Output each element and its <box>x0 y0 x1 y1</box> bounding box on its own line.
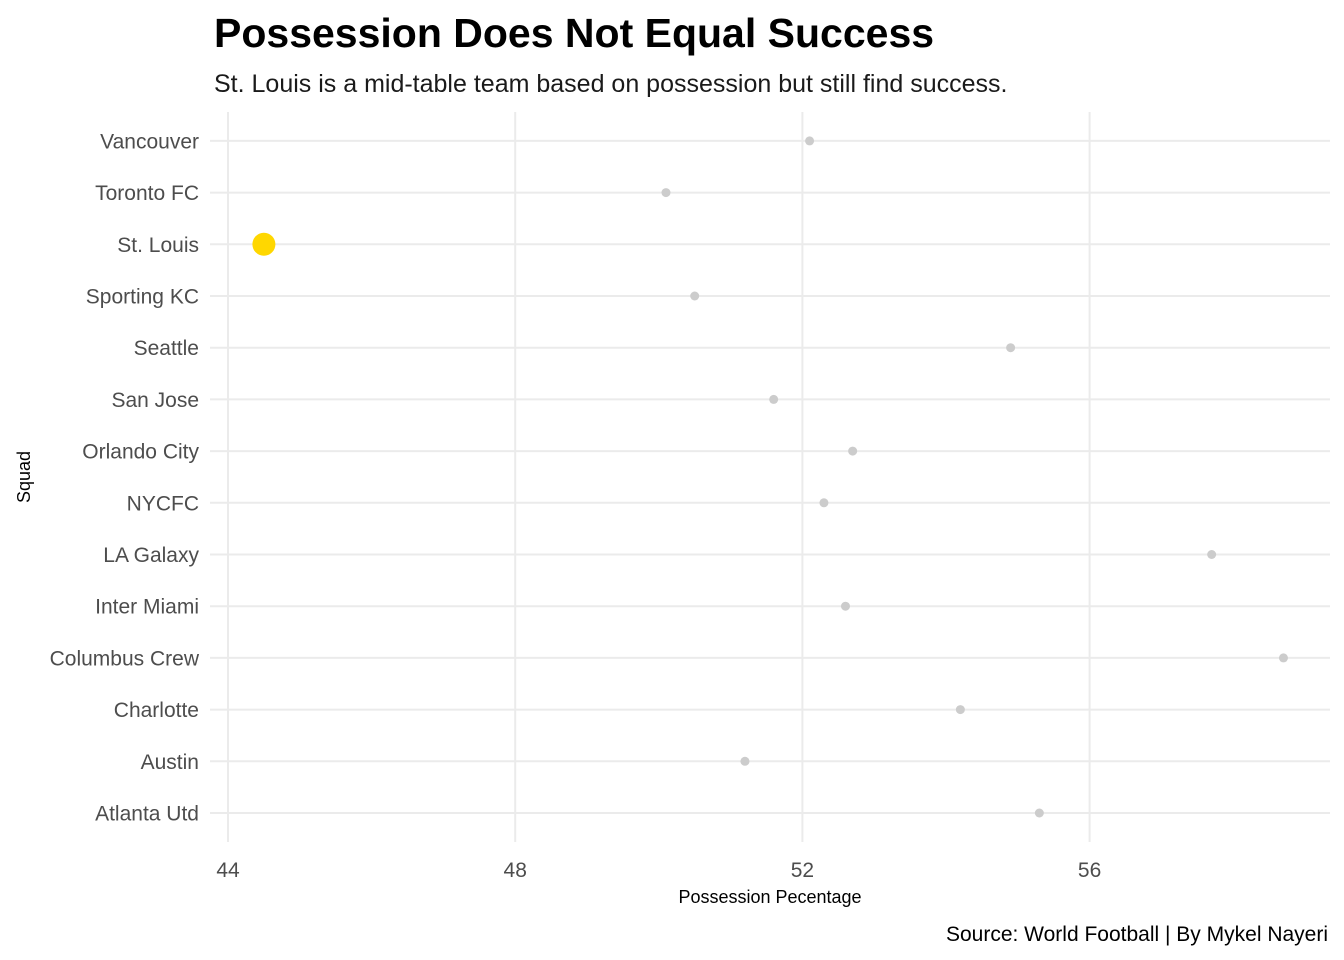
x-axis-title: Possession Pecentage <box>678 887 861 907</box>
data-point <box>805 136 815 146</box>
data-point <box>1278 653 1288 663</box>
data-point <box>740 756 750 766</box>
x-tick-labels: 44 48 52 56 <box>216 859 1101 882</box>
grid-lines <box>210 112 1330 842</box>
y-tick-label: LA Galaxy <box>103 544 199 567</box>
y-tick-label: Inter Miami <box>95 596 199 619</box>
data-point <box>848 446 858 456</box>
chart-caption: Source: World Football | By Mykel Nayeri <box>946 923 1328 946</box>
y-tick-label: Seattle <box>134 337 199 360</box>
x-tick-label: 48 <box>504 859 527 882</box>
x-tick-label: 44 <box>216 859 240 882</box>
data-point <box>1034 808 1044 818</box>
data-point <box>819 498 829 508</box>
y-tick-label: Toronto FC <box>95 182 199 205</box>
y-tick-label: NYCFC <box>127 492 199 515</box>
chart-subtitle: St. Louis is a mid-table team based on p… <box>214 70 1007 98</box>
data-point <box>661 188 671 198</box>
data-point <box>840 601 850 611</box>
data-point <box>690 291 700 301</box>
y-tick-label: St. Louis <box>117 234 199 257</box>
data-point <box>1006 343 1016 353</box>
y-tick-label: Sporting KC <box>86 286 199 309</box>
y-tick-label: Vancouver <box>100 130 199 153</box>
x-tick-label: 56 <box>1078 859 1101 882</box>
y-axis-title: Squad <box>14 451 34 503</box>
highlight-point <box>252 232 276 256</box>
y-tick-labels: Atlanta Utd Austin Charlotte Columbus Crew I… <box>50 130 200 825</box>
y-tick-label: Orlando City <box>82 441 199 464</box>
data-points <box>252 136 1288 818</box>
y-tick-label: Austin <box>141 751 199 774</box>
chart-title: Possession Does Not Equal Success <box>214 10 934 56</box>
data-point <box>1207 550 1217 559</box>
y-tick-label: San Jose <box>111 389 199 412</box>
y-tick-label: Atlanta Utd <box>95 803 199 826</box>
y-tick-label: Columbus Crew <box>50 647 200 670</box>
y-tick-label: Charlotte <box>114 699 199 722</box>
x-tick-label: 52 <box>791 859 814 882</box>
data-point <box>955 705 965 715</box>
data-point <box>769 394 779 404</box>
